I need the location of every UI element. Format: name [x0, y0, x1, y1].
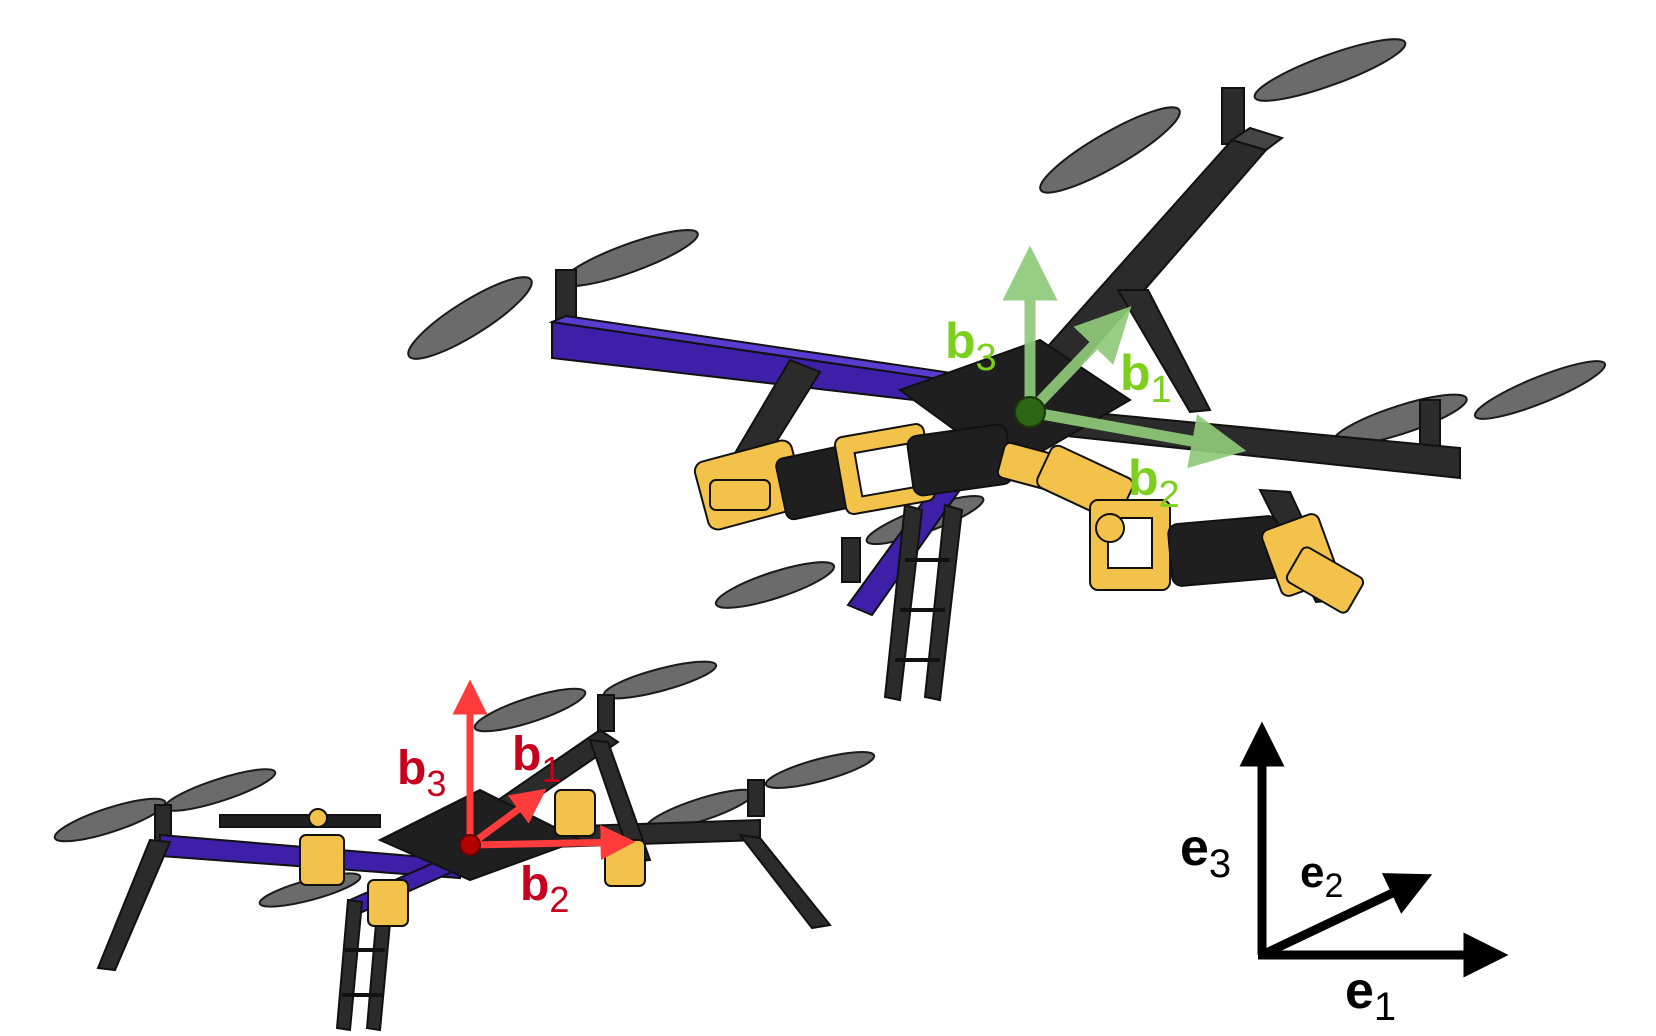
ground-servo-1 — [299, 834, 345, 886]
inertial-frame — [1239, 721, 1509, 978]
ground-servo-4 — [604, 839, 646, 887]
inertial-label-e2: e2 — [1300, 848, 1343, 905]
green-label-b3: b3 — [945, 313, 997, 379]
inertial-axis-e2-arrow — [1260, 873, 1433, 960]
leg-top-right — [1116, 289, 1212, 414]
ground-leg-left — [96, 838, 172, 972]
ground-servo-2 — [367, 879, 409, 927]
green-axis-b1-arrow — [1026, 306, 1132, 416]
inertial-label-e3: e3 — [1180, 819, 1231, 886]
ground-servo-3 — [554, 789, 596, 837]
leg-ladder — [883, 503, 964, 702]
propeller-left — [407, 229, 699, 360]
red-axis-b2-arrow — [469, 824, 636, 860]
aerial-manipulator-drone — [407, 38, 1607, 702]
body-frame-green — [1002, 245, 1247, 469]
green-frame-origin — [1014, 396, 1046, 428]
manipulator-left — [693, 423, 1074, 531]
red-label-b3: b3 — [397, 742, 446, 804]
red-label-b2: b2 — [520, 858, 569, 920]
red-label-b1: b1 — [512, 728, 561, 790]
manipulator-right — [1036, 444, 1365, 614]
propeller-top — [1039, 38, 1407, 194]
body-frame-red — [452, 679, 636, 860]
green-label-b1: b1 — [1120, 345, 1172, 411]
red-axis-b1-arrow — [467, 788, 547, 848]
green-label-b2: b2 — [1128, 450, 1180, 516]
green-axis-b2-arrow — [1029, 406, 1247, 469]
ground-drone — [53, 660, 876, 1032]
red-frame-origin — [459, 834, 481, 856]
inertial-label-e1: e1 — [1345, 962, 1396, 1029]
ground-leg-right — [737, 833, 832, 930]
